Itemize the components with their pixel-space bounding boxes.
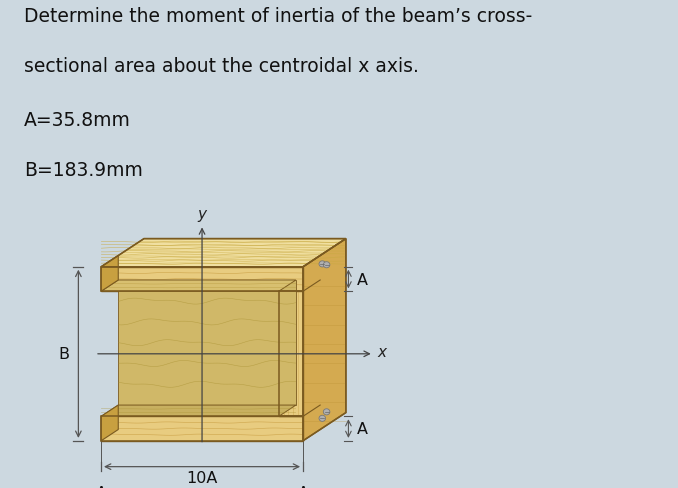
Text: A: A	[298, 485, 308, 488]
Text: A: A	[357, 421, 368, 436]
Polygon shape	[303, 239, 346, 441]
Bar	[279, 292, 303, 416]
Text: x: x	[377, 345, 386, 360]
Circle shape	[323, 262, 330, 268]
Polygon shape	[101, 256, 118, 292]
Bar	[101, 267, 303, 292]
Bar	[101, 416, 303, 441]
Polygon shape	[101, 405, 118, 441]
Text: Determine the moment of inertia of the beam’s cross-: Determine the moment of inertia of the b…	[24, 7, 532, 26]
Text: B: B	[58, 346, 69, 362]
Text: A=35.8mm: A=35.8mm	[24, 110, 131, 129]
Text: sectional area about the centroidal x axis.: sectional area about the centroidal x ax…	[24, 57, 418, 76]
Bar	[101, 416, 303, 441]
Circle shape	[319, 261, 325, 267]
Bar	[118, 281, 296, 405]
Text: A: A	[357, 272, 368, 287]
Text: B=183.9mm: B=183.9mm	[24, 160, 142, 179]
Text: A: A	[96, 485, 106, 488]
Bar	[101, 267, 303, 292]
Polygon shape	[101, 239, 346, 267]
Circle shape	[323, 409, 330, 415]
Text: 10A: 10A	[186, 470, 218, 485]
Bar	[279, 292, 303, 416]
Polygon shape	[101, 281, 296, 292]
Circle shape	[319, 415, 325, 422]
Polygon shape	[101, 405, 296, 416]
Text: y: y	[197, 206, 207, 221]
